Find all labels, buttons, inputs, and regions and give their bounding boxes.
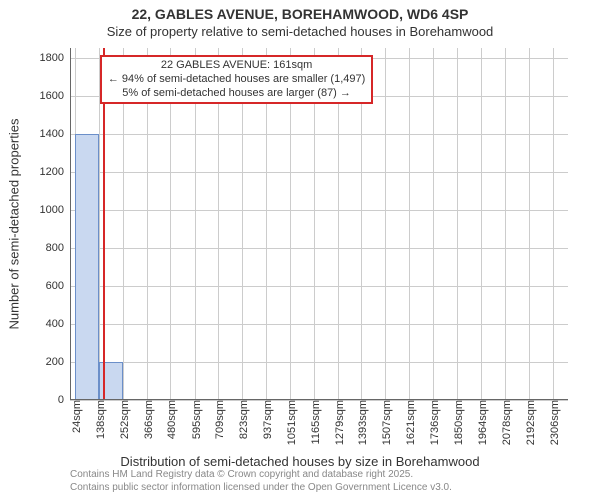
gridline-vertical: [505, 48, 506, 400]
annotation-callout: 22 GABLES AVENUE: 161sqm← 94% of semi-de…: [100, 55, 373, 104]
gridline-horizontal: [70, 248, 568, 249]
gridline-horizontal: [70, 324, 568, 325]
gridline-horizontal: [70, 210, 568, 211]
annotation-line: 5% of semi-detached houses are larger (8…: [108, 87, 365, 101]
x-tick-label: 138sqm: [91, 400, 107, 439]
x-tick-label: 2306sqm: [545, 400, 561, 445]
x-tick-label: 1507sqm: [377, 400, 393, 445]
y-tick-label: 400: [46, 318, 70, 330]
gridline-horizontal: [70, 286, 568, 287]
x-tick-label: 2192sqm: [521, 400, 537, 445]
gridline-vertical: [433, 48, 434, 400]
x-tick-label: 1964sqm: [473, 400, 489, 445]
y-tick-label: 200: [46, 356, 70, 368]
gridline-vertical: [529, 48, 530, 400]
histogram-bar: [75, 134, 99, 400]
x-tick-label: 1850sqm: [449, 400, 465, 445]
annotation-line: 22 GABLES AVENUE: 161sqm: [108, 59, 365, 73]
x-tick-label: 480sqm: [162, 400, 178, 439]
x-tick-label: 1621sqm: [401, 400, 417, 445]
x-tick-label: 823sqm: [234, 400, 250, 439]
x-tick-label: 1736sqm: [425, 400, 441, 445]
x-tick-label: 1393sqm: [353, 400, 369, 445]
gridline-vertical: [553, 48, 554, 400]
y-tick-label: 1800: [40, 52, 70, 64]
annotation-line: ← 94% of semi-detached houses are smalle…: [108, 73, 365, 87]
y-axis-line: [70, 48, 71, 400]
page-title: 22, GABLES AVENUE, BOREHAMWOOD, WD6 4SP: [0, 6, 600, 22]
gridline-vertical: [409, 48, 410, 400]
x-tick-label: 937sqm: [258, 400, 274, 439]
y-tick-label: 600: [46, 280, 70, 292]
y-tick-label: 1000: [40, 204, 70, 216]
x-axis-label: Distribution of semi-detached houses by …: [0, 454, 600, 469]
y-tick-label: 1600: [40, 90, 70, 102]
x-tick-label: 709sqm: [210, 400, 226, 439]
y-axis-label: Number of semi-detached properties: [7, 119, 22, 330]
x-tick-label: 1051sqm: [282, 400, 298, 445]
histogram-plot: 02004006008001000120014001600180024sqm13…: [70, 48, 568, 400]
x-axis-line: [70, 399, 568, 400]
y-tick-label: 1200: [40, 166, 70, 178]
x-tick-label: 1165sqm: [306, 400, 322, 444]
gridline-horizontal: [70, 172, 568, 173]
y-tick-label: 1400: [40, 128, 70, 140]
gridline-vertical: [481, 48, 482, 400]
x-tick-label: 24sqm: [67, 400, 83, 433]
gridline-vertical: [457, 48, 458, 400]
gridline-horizontal: [70, 134, 568, 135]
gridline-vertical: [385, 48, 386, 400]
x-tick-label: 1279sqm: [330, 400, 346, 445]
x-tick-label: 252sqm: [115, 400, 131, 439]
page-subtitle: Size of property relative to semi-detach…: [0, 24, 600, 39]
y-tick-label: 800: [46, 242, 70, 254]
gridline-horizontal: [70, 362, 568, 363]
footer-line: Contains public sector information licen…: [70, 481, 452, 494]
x-tick-label: 366sqm: [139, 400, 155, 439]
footer-line: Contains HM Land Registry data © Crown c…: [70, 468, 452, 481]
x-tick-label: 595sqm: [187, 400, 203, 439]
x-tick-label: 2078sqm: [497, 400, 513, 445]
footer-attribution: Contains HM Land Registry data © Crown c…: [70, 468, 452, 494]
